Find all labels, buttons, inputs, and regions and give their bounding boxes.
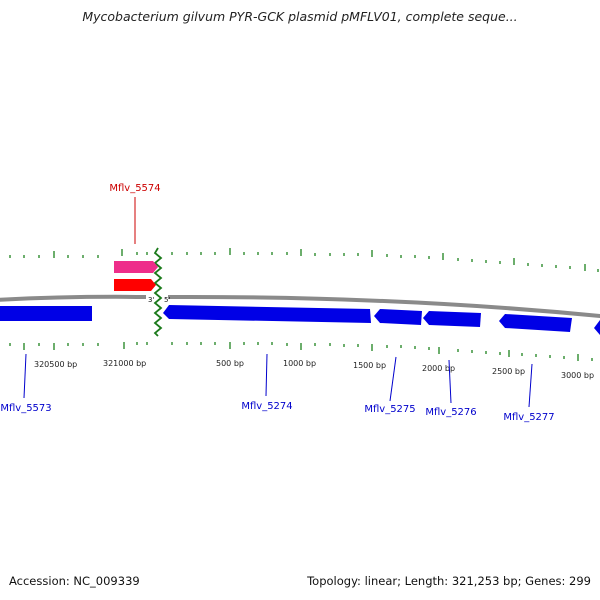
scale-label-1000: 1000 bp xyxy=(283,359,316,368)
gene-arrow-mflv-5275[interactable] xyxy=(374,309,422,325)
backbone-right xyxy=(167,294,600,319)
scale-label-2000: 2000 bp xyxy=(422,364,455,373)
gene-arrow-mflv-5276[interactable] xyxy=(423,311,481,327)
gene-label-mflv-5276[interactable]: Mflv_5276 xyxy=(425,407,476,418)
five-prime-label: 5' xyxy=(164,296,170,304)
gene-label-mflv-5275[interactable]: Mflv_5275 xyxy=(364,404,415,415)
scale-label-321000: 321000 bp xyxy=(103,359,146,368)
gene-arrow-mflv-5574[interactable] xyxy=(114,279,156,291)
scale-label-2500: 2500 bp xyxy=(492,367,525,376)
leader-line-mflv-5276 xyxy=(448,359,452,404)
backbone-left xyxy=(0,294,147,302)
scale-label-320500: 320500 bp xyxy=(34,360,77,369)
map-title: Mycobacterium gilvum PYR-GCK plasmid pMF… xyxy=(82,9,518,24)
lower-tick-row xyxy=(9,342,593,361)
leader-line-mflv-5274 xyxy=(265,353,268,397)
gene-arrow-partial[interactable] xyxy=(594,320,600,336)
plus-strand-feature[interactable] xyxy=(114,261,158,273)
scale-label-1500: 1500 bp xyxy=(353,361,386,370)
leader-line-mflv-5275 xyxy=(389,356,397,402)
leader-line-mflv-5573 xyxy=(23,353,27,399)
scale-label-3000: 3000 bp xyxy=(561,371,594,380)
gene-label-mflv-5277[interactable]: Mflv_5277 xyxy=(503,412,554,423)
gene-label-mflv-5573[interactable]: Mflv_5573 xyxy=(0,403,51,414)
gene-arrow-mflv-5277[interactable] xyxy=(499,314,572,332)
sequence-end-marker xyxy=(153,247,163,337)
scale-label-500: 500 bp xyxy=(216,359,244,368)
topology-summary: Topology: linear; Length: 321,253 bp; Ge… xyxy=(307,574,591,588)
gene-label-mflv-5574[interactable]: Mflv_5574 xyxy=(109,183,160,194)
accession-label: Accession: NC_009339 xyxy=(9,574,140,588)
gene-label-mflv-5274[interactable]: Mflv_5274 xyxy=(241,401,292,412)
leader-line-mflv-5277 xyxy=(528,363,533,408)
gene-arrow-mflv-5274[interactable] xyxy=(163,305,371,323)
gene-arrow-mflv-5573[interactable] xyxy=(0,306,92,321)
three-prime-label: 3' xyxy=(148,296,154,304)
upper-tick-row xyxy=(9,248,599,272)
